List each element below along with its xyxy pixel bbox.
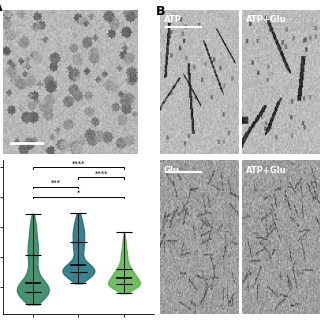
Text: ****: **** [72, 160, 85, 166]
Text: B: B [156, 5, 165, 18]
Text: ATP+Glu: ATP+Glu [245, 166, 286, 175]
Text: ATP: ATP [164, 15, 182, 24]
Text: Glu: Glu [164, 166, 180, 175]
Text: A: A [0, 1, 2, 14]
Text: *: * [77, 190, 80, 196]
Text: ***: *** [51, 180, 61, 186]
Text: ATP+Glu: ATP+Glu [245, 15, 286, 24]
Text: ****: **** [94, 170, 108, 176]
